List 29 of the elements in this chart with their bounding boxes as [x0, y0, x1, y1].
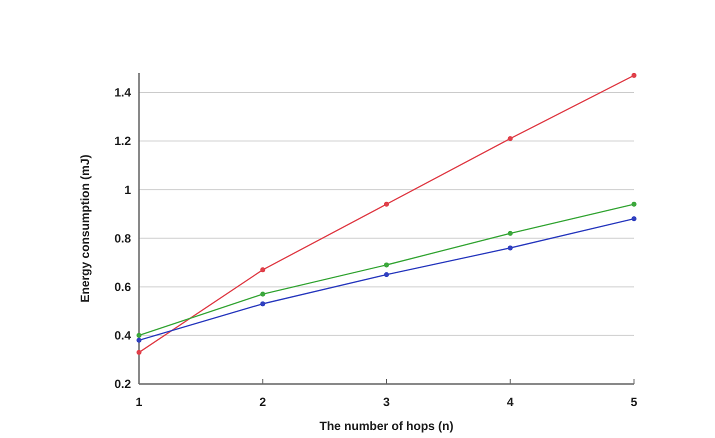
point — [508, 230, 513, 236]
point — [136, 338, 142, 343]
x-tick-label: 1 — [136, 395, 143, 409]
x-axis-title: The number of hops (n) — [320, 419, 454, 433]
x-tick-label: 4 — [506, 395, 514, 409]
y-tick-label: 0.2 — [114, 377, 132, 392]
point — [260, 267, 266, 272]
y-tick-label: 1.2 — [114, 134, 132, 148]
y-tick-label: 0.8 — [114, 231, 132, 246]
point — [508, 245, 513, 250]
x-tick-label: 3 — [383, 395, 390, 409]
point — [384, 272, 389, 278]
point — [384, 202, 389, 207]
point — [508, 136, 513, 142]
point — [384, 262, 389, 268]
y-axis-title: Energy consumption (mJ) — [78, 154, 92, 303]
y-tick-label: 0.6 — [114, 280, 132, 294]
point — [260, 301, 266, 306]
point — [632, 202, 636, 207]
y-tick-label: 0.4 — [114, 328, 132, 343]
x-tick-label: 2 — [259, 395, 266, 409]
y-tick-label: 1 — [124, 182, 132, 197]
point — [632, 216, 636, 222]
point — [136, 350, 142, 355]
point — [260, 292, 266, 297]
x-tick-label: 5 — [630, 395, 638, 409]
y-tick-label: 1.4 — [114, 86, 132, 100]
point — [632, 72, 636, 78]
point — [136, 332, 142, 338]
